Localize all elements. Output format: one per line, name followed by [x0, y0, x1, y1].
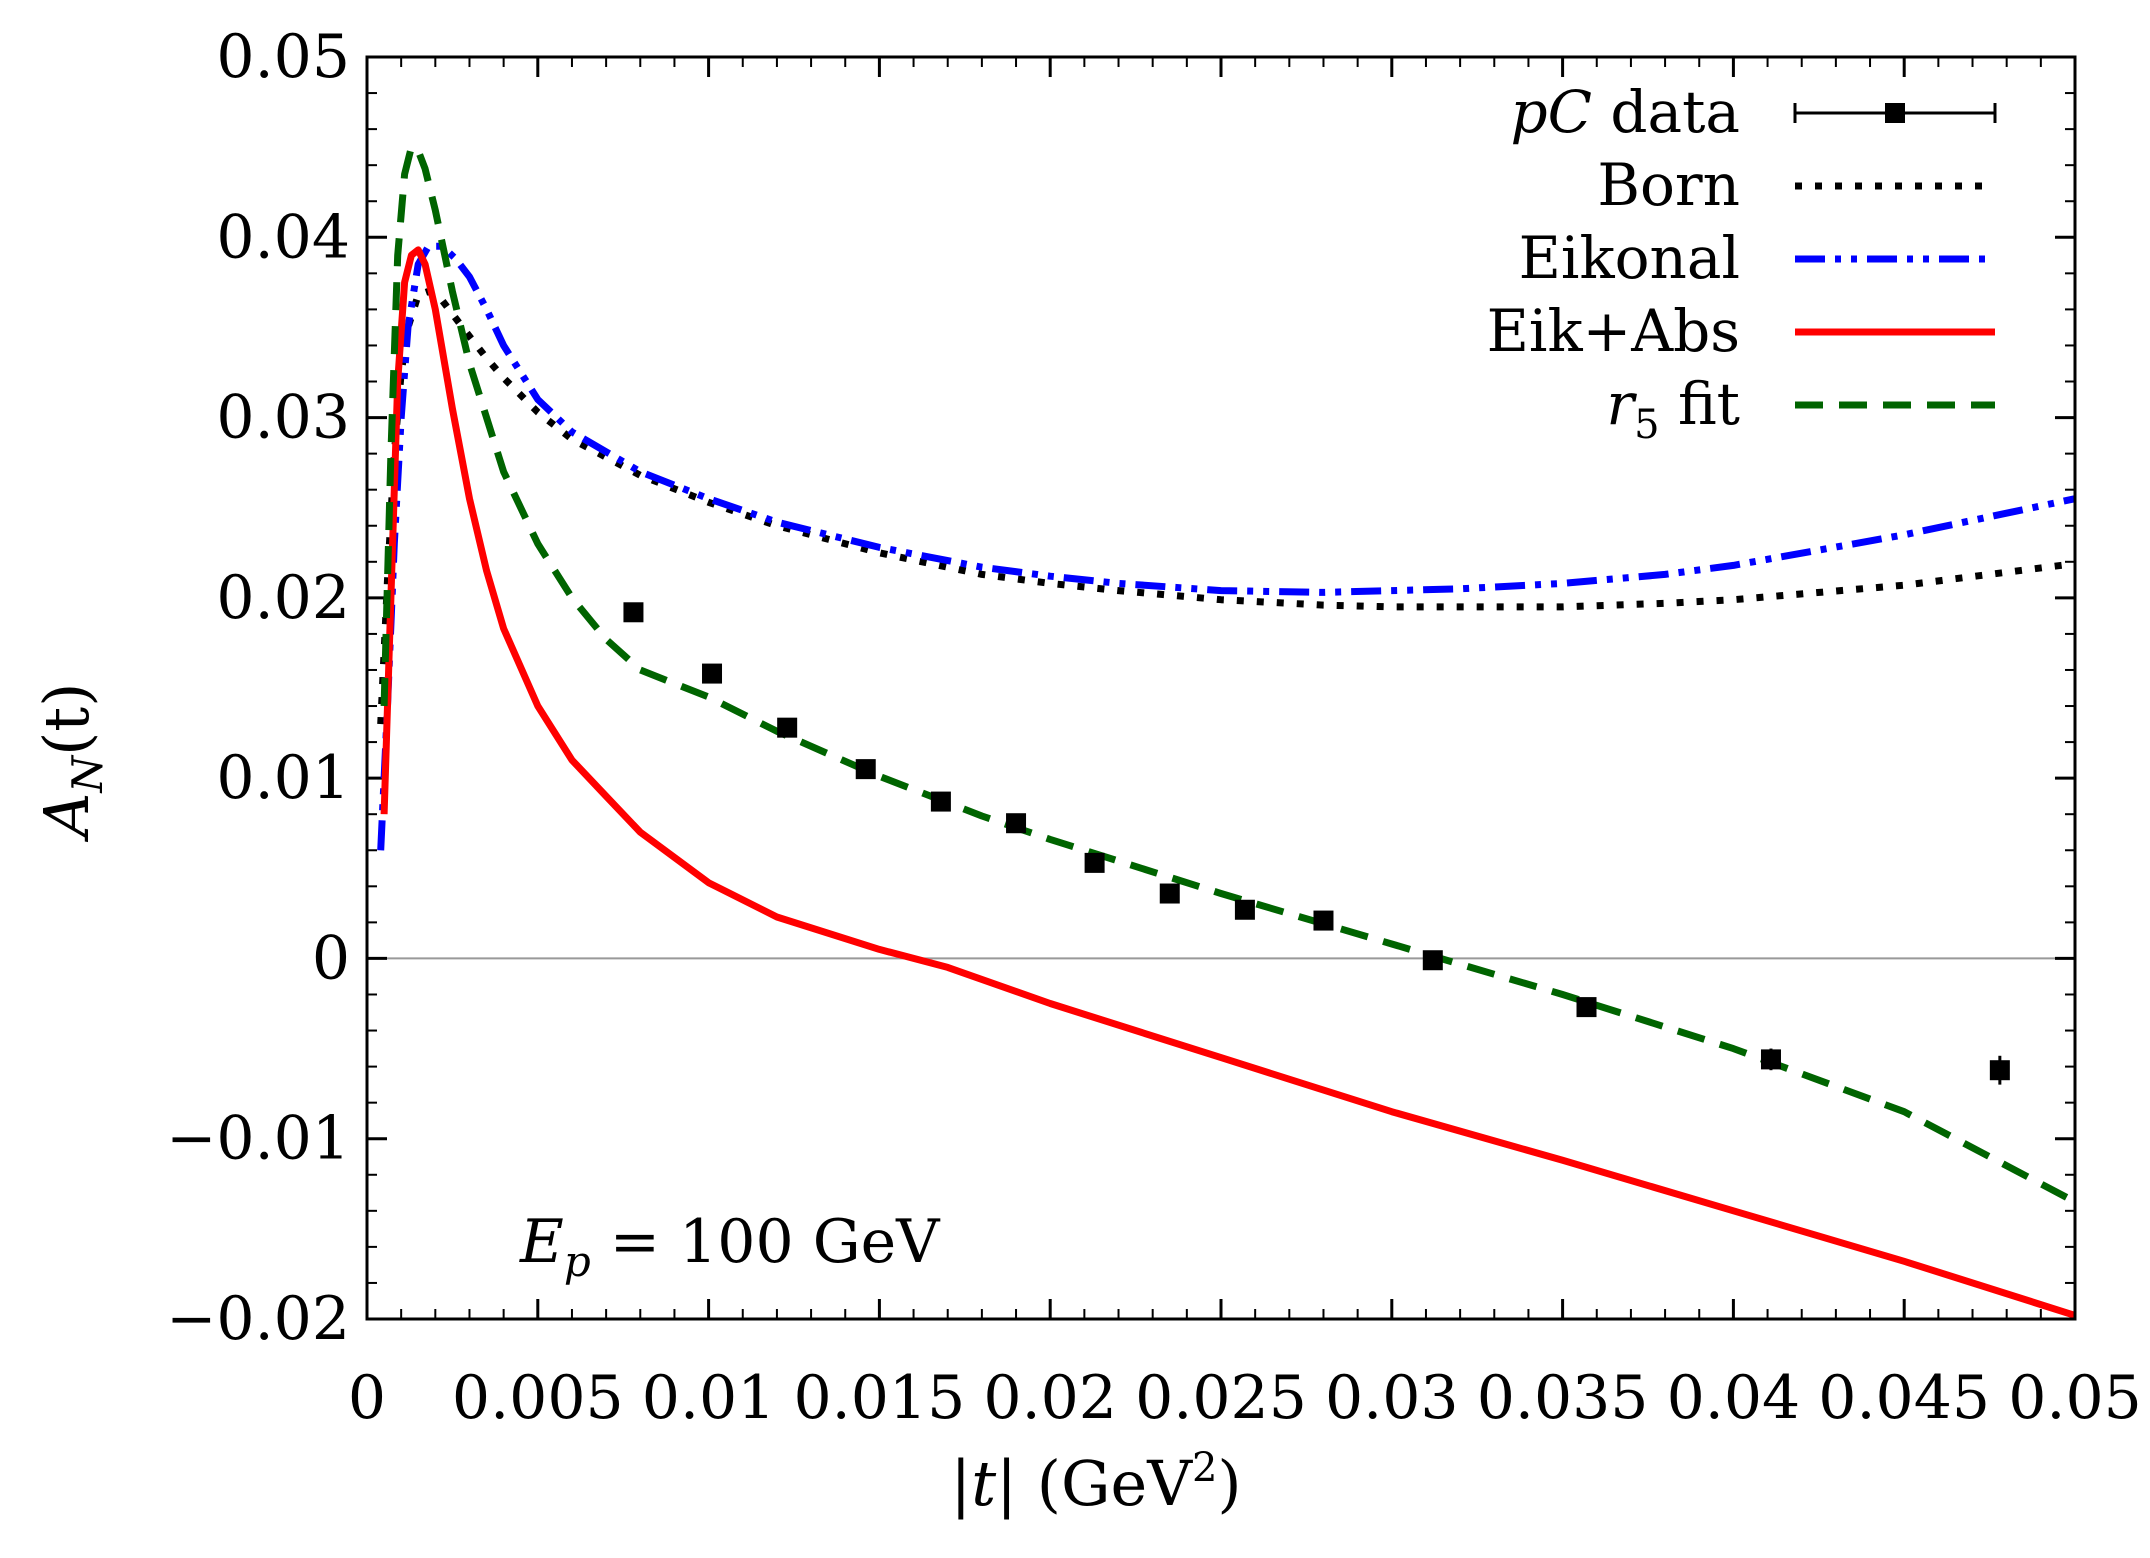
legend-label-r5-fit: r5 fit	[1606, 370, 1740, 448]
data-point	[1760, 1049, 1781, 1070]
plot-frame	[365, 55, 2077, 1321]
y-tick-label: 0.03	[216, 383, 350, 453]
data-point	[623, 602, 644, 623]
series-line-r5-fit	[380, 143, 2077, 1205]
x-tick-label: 0.015	[794, 1363, 966, 1433]
x-axis-title: |t| (GeV2)	[950, 1445, 1241, 1520]
x-tick-label: 0	[348, 1363, 386, 1433]
y-tick-label: 0.01	[216, 743, 350, 813]
x-tick-label: 0.05	[2008, 1363, 2142, 1433]
series-layer	[377, 143, 2077, 1319]
series-line-eik-abs	[380, 246, 2077, 1319]
legend: pC data Born Eikonal Eik+Abs r5 fit	[1487, 78, 1997, 448]
series-line-eikonal	[377, 242, 2076, 851]
x-tick-label: 0.035	[1477, 1363, 1649, 1433]
y-tick-label: 0.04	[216, 202, 350, 272]
legend-label-eikonal: Eikonal	[1519, 224, 1740, 292]
data-point	[1576, 997, 1597, 1018]
data-point	[1422, 950, 1443, 971]
data-point	[702, 663, 723, 684]
x-tick-label: 0.005	[452, 1363, 624, 1433]
y-tick-label: 0	[312, 923, 350, 993]
y-tick-label: −0.01	[166, 1104, 350, 1174]
series-line-born	[377, 287, 2076, 725]
x-tick-label: 0.04	[1667, 1363, 1801, 1433]
ticks-layer: 0 0.005 0.01 0.015 0.02 0.025 0.03 0.035 0.04 0.0…	[166, 22, 2142, 1433]
data-point	[855, 759, 876, 780]
legend-swatches	[1793, 103, 1997, 409]
x-tick-label: 0.03	[1325, 1363, 1459, 1433]
legend-label-eik-abs: Eik+Abs	[1487, 297, 1740, 365]
data-point	[1234, 899, 1255, 920]
x-tick-label: 0.025	[1135, 1363, 1307, 1433]
y-tick-label: 0.02	[216, 563, 350, 633]
legend-swatch-point	[1885, 103, 1905, 123]
data-point	[1084, 852, 1105, 873]
y-axis-title: AN(t)	[30, 683, 112, 843]
y-tick-label: −0.02	[166, 1284, 350, 1354]
data-point	[930, 791, 951, 812]
energy-annotation: Ep = 100 GeV	[519, 1207, 941, 1286]
legend-label-born: Born	[1597, 151, 1740, 219]
data-point	[1989, 1060, 2010, 1081]
data-point	[777, 717, 798, 738]
legend-label-pc-data: pC data	[1510, 78, 1740, 146]
x-tick-label: 0.045	[1818, 1363, 1990, 1433]
x-tick-label: 0.02	[983, 1363, 1117, 1433]
data-point	[1159, 883, 1180, 904]
y-tick-label: 0.05	[216, 22, 350, 92]
data-point	[1313, 910, 1334, 931]
data-point	[1006, 813, 1027, 834]
x-tick-label: 0.01	[642, 1363, 776, 1433]
